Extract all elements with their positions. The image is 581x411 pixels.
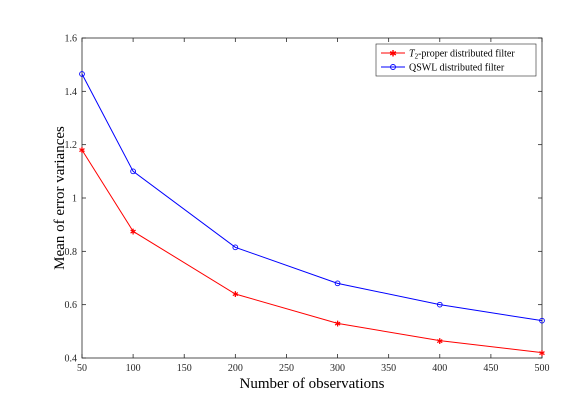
y-tick-label: 0.8 — [65, 247, 78, 258]
x-tick-label: 250 — [279, 363, 294, 374]
y-tick-label: 1.2 — [65, 140, 78, 151]
data-point: ✱ — [436, 337, 443, 346]
legend-entry-qswl: QSWL distributed filter — [381, 63, 505, 74]
data-point — [334, 280, 341, 287]
y-tick-label: 1 — [72, 194, 77, 205]
x-axis-title: Number of observations — [240, 376, 385, 392]
data-point — [232, 244, 239, 251]
series-1 — [79, 71, 545, 324]
legend-entry-t2-proper: ✱ T2-proper distributed filter — [381, 49, 515, 61]
x-tick-label: 350 — [381, 363, 396, 374]
x-tick-label: 50 — [77, 363, 87, 374]
legend-label-t2-rest: -proper distributed filter — [418, 49, 515, 60]
data-point — [436, 301, 443, 308]
x-tick-label: 100 — [126, 363, 141, 374]
data-point — [130, 168, 136, 175]
y-tick-label: 1.6 — [65, 34, 78, 45]
plot-area — [81, 37, 543, 359]
data-point: ✱ — [334, 320, 341, 329]
x-tick-label: 150 — [177, 363, 192, 374]
legend-label-t2-main: T — [409, 49, 416, 60]
legend-marker-qswl — [390, 64, 396, 70]
series-layer: ✱ ✱ ✱ ✱ ✱ ✱ — [79, 71, 546, 358]
data-point: ✱ — [539, 349, 546, 358]
legend-marker-t2-proper: ✱ — [389, 50, 397, 60]
x-tick-label: 200 — [228, 363, 243, 374]
y-tick-label: 1.4 — [65, 87, 78, 98]
legend-label-qswl: QSWL distributed filter — [409, 63, 505, 74]
legend-label-t2-sub: 2 — [415, 53, 419, 61]
x-tick-label: 300 — [330, 363, 345, 374]
x-tick-label: 500 — [535, 363, 550, 374]
axis-ticks — [81, 37, 543, 359]
legend-label-t2-proper: T2-proper distributed filter — [409, 49, 515, 61]
data-point: ✱ — [232, 290, 239, 299]
series-line-1 — [81, 73, 543, 322]
series-0: ✱ ✱ ✱ ✱ ✱ ✱ — [79, 146, 546, 358]
y-tick-label: 0.4 — [65, 354, 78, 365]
x-tick-label: 450 — [483, 363, 498, 374]
data-point: ✱ — [79, 146, 86, 155]
data-point — [79, 71, 85, 77]
data-point: ✱ — [130, 228, 137, 237]
series-line-0 — [81, 149, 543, 354]
y-tick-labels: 0.4 0.6 0.8 1 1.2 1.4 1.6 — [65, 34, 78, 365]
legend-box — [375, 43, 537, 77]
y-tick-label: 0.6 — [65, 300, 78, 311]
data-point — [539, 317, 545, 324]
y-axis-title: Mean of error variances — [52, 126, 68, 270]
legend: ✱ T2-proper distributed filter QSWL dist… — [375, 43, 537, 77]
x-tick-labels: 50 100 150 200 250 300 350 400 450 500 — [77, 363, 550, 374]
x-tick-label: 400 — [432, 363, 447, 374]
